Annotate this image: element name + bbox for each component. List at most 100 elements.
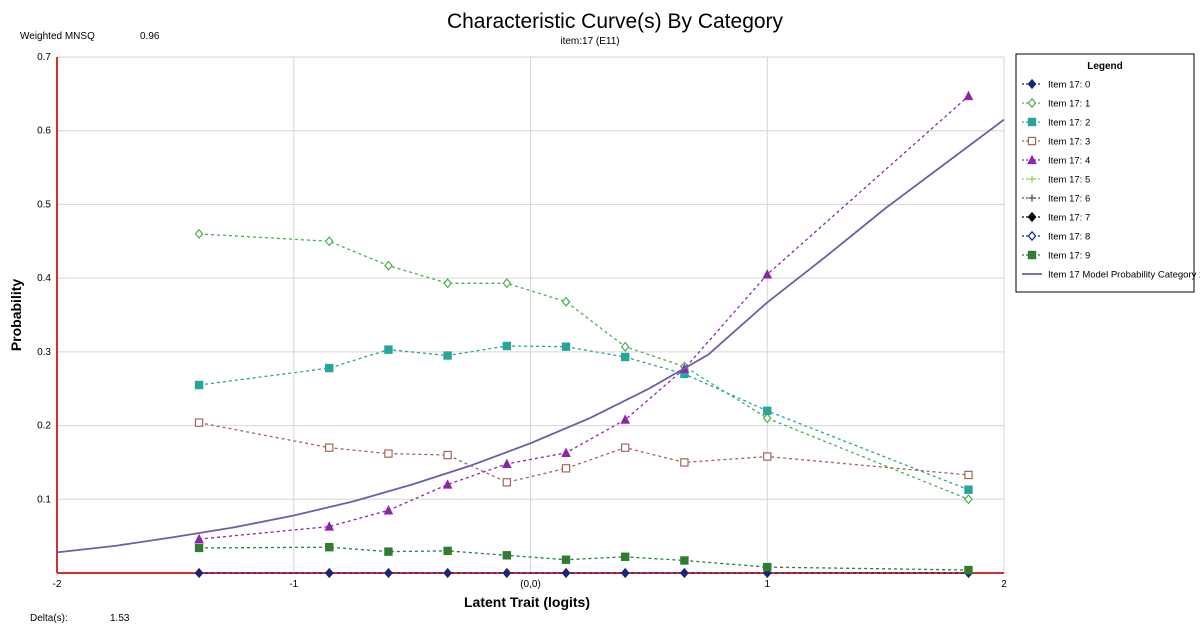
- legend-entry: Item 17: 4: [1022, 154, 1090, 167]
- legend: Legend Item 17: 0 Item 17: 1 Item 17: 2 Ite…: [1015, 53, 1200, 293]
- data-point: [384, 260, 393, 271]
- data-point: [763, 562, 772, 572]
- data-point: [194, 567, 204, 579]
- x-tick-label: 2: [1001, 579, 1007, 590]
- data-point: [620, 567, 630, 579]
- legend-entry: Item 17: 8: [1022, 230, 1090, 243]
- series-line: [199, 233, 969, 500]
- data-point: [384, 567, 393, 579]
- series-line: [198, 345, 969, 491]
- data-point: [383, 505, 394, 515]
- data-point: [964, 485, 973, 494]
- data-point: [680, 458, 689, 467]
- legend-label: Item 17: 7: [1048, 213, 1090, 224]
- legend-label: Item 17: 8: [1048, 232, 1090, 243]
- data-point: [561, 464, 571, 473]
- series-4: [194, 90, 974, 544]
- data-point: [194, 228, 204, 240]
- legend-label: Item 17: 3: [1048, 137, 1090, 148]
- x-tick-label: 1: [764, 579, 770, 590]
- x-tick-label: -1: [289, 579, 298, 590]
- series-2: [194, 341, 973, 494]
- legend-box: [1015, 53, 1195, 293]
- data-point: [325, 542, 334, 552]
- data-point: [620, 552, 630, 561]
- data-point: [502, 551, 512, 560]
- delta-label: Delta(s):: [30, 613, 68, 624]
- y-tick-label: 0.1: [37, 494, 51, 505]
- series-line: [199, 546, 969, 571]
- y-axis-title: Probability: [8, 279, 24, 352]
- legend-entry: Item 17: 5: [1022, 175, 1090, 186]
- series-1: [194, 228, 973, 505]
- data-point: [502, 341, 512, 351]
- data-point: [384, 345, 393, 354]
- legend-entry: Item 17: 0: [1022, 78, 1090, 91]
- series-line: [198, 421, 969, 484]
- data-point: [194, 418, 204, 427]
- data-point: [443, 450, 452, 460]
- legend-label: Item 17: 5: [1048, 175, 1090, 186]
- data-point: [620, 341, 630, 352]
- data-point: [680, 556, 689, 565]
- data-point: [325, 363, 334, 373]
- data-point: [194, 543, 204, 553]
- chart-title: Characteristic Curve(s) By Category: [447, 10, 784, 33]
- weighted-mnsq-label: Weighted MNSQ: [20, 31, 95, 42]
- plot-area: -2 -1 (0,0) 1 2 0.1 0.2 0.3 0.4 0.5 0.6 0.7: [37, 52, 1007, 590]
- data-point: [963, 90, 974, 101]
- chart-subtitle: item:17 (E11): [560, 36, 619, 47]
- legend-label: Item 17 Model Probability Category 2: [1048, 270, 1200, 281]
- data-point: [443, 567, 453, 579]
- data-point: [620, 414, 631, 424]
- legend-label: Item 17: 0: [1048, 80, 1090, 91]
- data-point: [561, 555, 571, 564]
- x-axis-title: Latent Trait (logits): [464, 594, 590, 610]
- legend-entry: Item 17: 1: [1022, 97, 1090, 110]
- data-point: [561, 296, 571, 307]
- legend-entry: Item 17: 2: [1022, 118, 1090, 129]
- data-point: [442, 479, 453, 489]
- series-10: [56, 118, 1005, 554]
- data-point: [964, 565, 973, 575]
- data-point: [502, 278, 512, 289]
- data-point: [325, 443, 334, 452]
- data-point: [763, 406, 772, 416]
- x-tick-label: -2: [53, 579, 62, 590]
- data-point: [561, 447, 571, 457]
- series-line: [198, 95, 969, 540]
- y-tick-label: 0.2: [37, 421, 51, 432]
- data-point: [762, 269, 773, 279]
- data-point: [502, 567, 512, 579]
- legend-label: Item 17: 6: [1048, 194, 1090, 205]
- data-point: [443, 351, 452, 360]
- data-point: [194, 380, 204, 390]
- data-point: [194, 533, 204, 544]
- legend-title: Legend: [1087, 61, 1123, 72]
- y-tick-label: 0.7: [37, 52, 51, 63]
- legend-swatch-marker: [1027, 230, 1037, 242]
- legend-swatch-marker: [1028, 194, 1036, 202]
- data-point: [561, 567, 571, 579]
- legend-swatch-marker: [1027, 154, 1037, 165]
- data-point: [620, 352, 630, 362]
- y-tick-label: 0.6: [37, 126, 51, 137]
- legend-swatch-marker: [1027, 211, 1037, 223]
- y-tick-label: 0.3: [37, 347, 51, 358]
- legend-swatch-marker: [1027, 78, 1037, 90]
- legend-swatch-marker: [1027, 117, 1037, 127]
- data-point: [964, 494, 973, 505]
- data-point: [762, 413, 772, 424]
- data-point: [443, 546, 452, 556]
- data-point: [384, 449, 393, 458]
- legend-entry: Item 17 Model Probability Category 2: [1022, 270, 1200, 281]
- legend-label: Item 17: 9: [1048, 251, 1090, 262]
- data-point: [324, 521, 335, 531]
- data-point: [324, 236, 334, 247]
- series-3: [194, 418, 973, 487]
- delta-value: 1.53: [110, 613, 130, 624]
- legend-label: Item 17: 4: [1048, 156, 1090, 167]
- series-0: [194, 567, 973, 579]
- legend-entry: Item 17: 9: [1022, 251, 1090, 262]
